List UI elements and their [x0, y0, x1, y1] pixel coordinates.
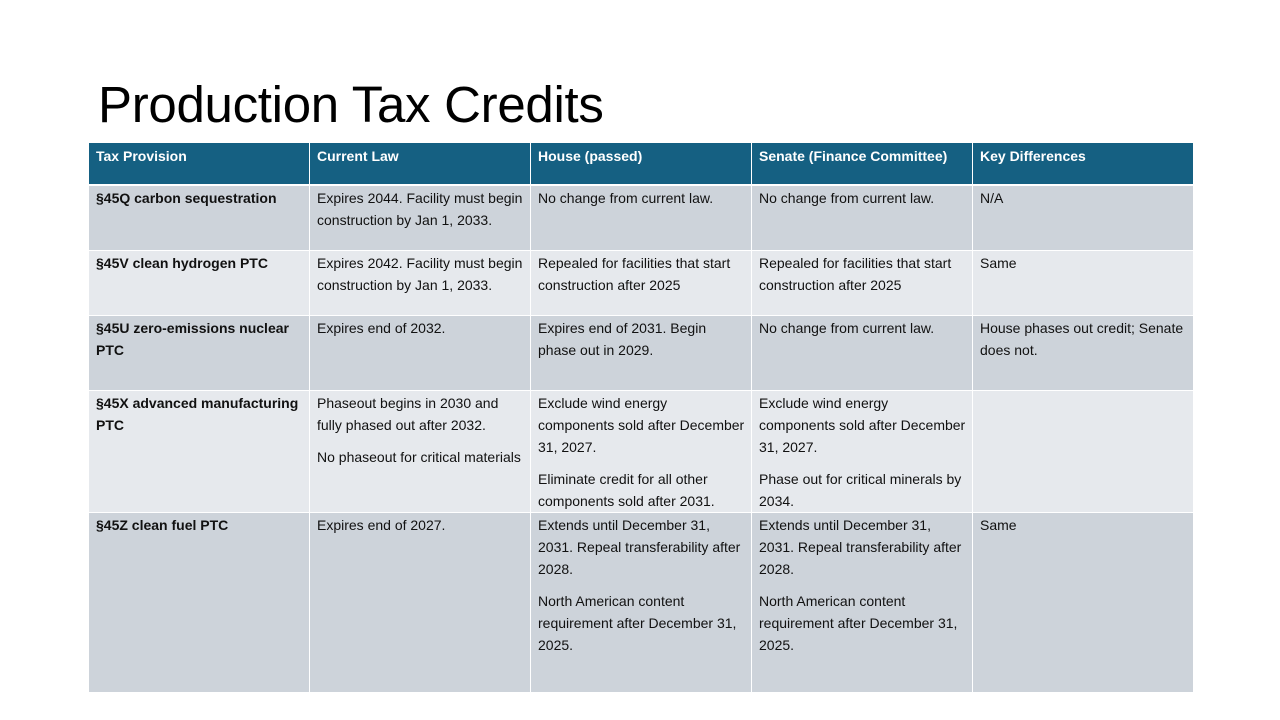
provision-cell: §45U zero-emissions nuclear PTC — [88, 315, 310, 391]
cell-text: North American content requirement after… — [538, 593, 737, 653]
provision-cell: §45Z clean fuel PTC — [88, 512, 310, 693]
house-cell: Exclude wind energy components sold afte… — [530, 390, 752, 513]
cell-text: Expires end of 2032. — [317, 320, 446, 336]
cell-text: Extends until December 31, 2031. Repeal … — [759, 517, 962, 577]
cell-text: Same — [980, 255, 1017, 271]
cell-text: No change from current law. — [759, 189, 935, 206]
current-law-cell: Expires end of 2032. — [309, 315, 531, 391]
house-cell: No change from current law. — [530, 184, 752, 251]
cell-text: Expires end of 2031. Begin phase out in … — [538, 320, 707, 358]
table-row: §45Z clean fuel PTC Expires end of 2027.… — [88, 512, 1194, 693]
cell-text: Phaseout begins in 2030 and fully phased… — [317, 395, 499, 433]
table-row: §45Q carbon sequestration Expires 2044. … — [88, 184, 1194, 251]
cell-text: Extends until December 31, 2031. Repeal … — [538, 517, 741, 577]
differences-cell: Same — [972, 250, 1194, 316]
tax-credit-table: Tax Provision Current Law House (passed)… — [88, 142, 1194, 693]
senate-cell: Repealed for facilities that start const… — [751, 250, 973, 316]
cell-text: Expires end of 2027. — [317, 517, 446, 533]
cell-text: Exclude wind energy components sold afte… — [759, 395, 966, 455]
header-key-differences: Key Differences — [972, 142, 1194, 186]
provision-cell: §45X advanced manufacturing PTC — [88, 390, 310, 513]
differences-cell: N/A — [972, 184, 1194, 251]
cell-text: Repealed for facilities that start const… — [759, 255, 952, 293]
current-law-cell: Expires 2044. Facility must begin constr… — [309, 184, 531, 251]
house-cell: Repealed for facilities that start const… — [530, 250, 752, 316]
cell-text: Exclude wind energy components sold afte… — [538, 395, 745, 455]
cell-text: House phases out credit; Senate does not… — [980, 320, 1184, 358]
provision-cell: §45Q carbon sequestration — [88, 184, 310, 251]
differences-cell: House phases out credit; Senate does not… — [972, 315, 1194, 391]
table-row: §45V clean hydrogen PTC Expires 2042. Fa… — [88, 250, 1194, 316]
cell-text: No change from current law. — [538, 189, 714, 206]
cell-text: Phase out for critical minerals by 2034. — [759, 471, 962, 509]
cell-text: Expires 2044. Facility must begin constr… — [317, 189, 523, 228]
differences-cell — [972, 390, 1194, 513]
house-cell: Extends until December 31, 2031. Repeal … — [530, 512, 752, 693]
header-senate: Senate (Finance Committee) — [751, 142, 973, 186]
senate-cell: No change from current law. — [751, 184, 973, 251]
cell-text: No phaseout for critical materials — [317, 449, 521, 465]
header-current-law: Current Law — [309, 142, 531, 186]
current-law-cell: Phaseout begins in 2030 and fully phased… — [309, 390, 531, 513]
table-row: §45U zero-emissions nuclear PTC Expires … — [88, 315, 1194, 391]
table-header-row: Tax Provision Current Law House (passed)… — [88, 142, 1194, 186]
cell-text: Same — [980, 517, 1017, 533]
senate-cell: Exclude wind energy components sold afte… — [751, 390, 973, 513]
cell-text: Repealed for facilities that start const… — [538, 255, 731, 293]
differences-cell: Same — [972, 512, 1194, 693]
cell-text: North American content requirement after… — [759, 593, 958, 653]
header-tax-provision: Tax Provision — [88, 142, 310, 186]
house-cell: Expires end of 2031. Begin phase out in … — [530, 315, 752, 391]
current-law-cell: Expires 2042. Facility must begin constr… — [309, 250, 531, 316]
cell-text: No change from current law. — [759, 320, 935, 336]
current-law-cell: Expires end of 2027. — [309, 512, 531, 693]
cell-text: Expires 2042. Facility must begin constr… — [317, 255, 523, 293]
table-row: §45X advanced manufacturing PTC Phaseout… — [88, 390, 1194, 513]
header-house: House (passed) — [530, 142, 752, 186]
senate-cell: Extends until December 31, 2031. Repeal … — [751, 512, 973, 693]
cell-text: N/A — [980, 189, 1004, 206]
senate-cell: No change from current law. — [751, 315, 973, 391]
cell-text: Eliminate credit for all other component… — [538, 471, 715, 509]
slide-title: Production Tax Credits — [98, 76, 604, 133]
provision-cell: §45V clean hydrogen PTC — [88, 250, 310, 316]
